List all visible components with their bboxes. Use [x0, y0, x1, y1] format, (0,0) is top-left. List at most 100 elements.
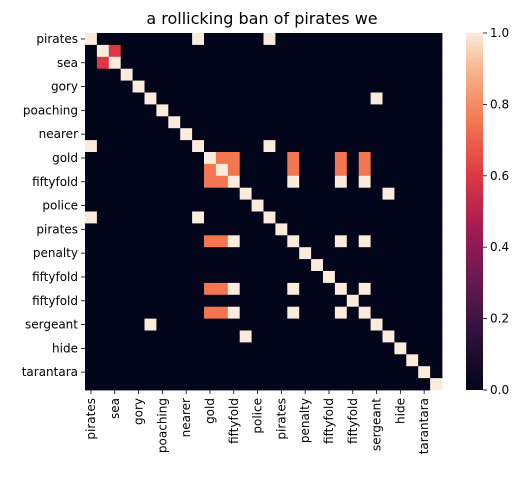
heatmap-cell	[120, 259, 133, 272]
heatmap-cell	[251, 68, 264, 81]
heatmap-cell	[418, 199, 431, 212]
heatmap-cell	[382, 44, 395, 58]
heatmap-cell	[204, 80, 217, 93]
heatmap-cell	[263, 116, 276, 129]
heatmap-cell	[263, 342, 276, 355]
heatmap-cell	[251, 318, 264, 331]
heatmap-cell	[346, 33, 360, 46]
heatmap-cell	[204, 163, 217, 177]
heatmap-cell	[180, 282, 193, 296]
heatmap-cell	[108, 211, 122, 224]
heatmap-cell	[406, 223, 419, 236]
heatmap-cell	[275, 199, 288, 212]
heatmap-cell	[96, 104, 110, 117]
heatmap-cell	[85, 282, 98, 296]
heatmap-cell	[168, 271, 181, 284]
heatmap-cell	[346, 140, 360, 153]
heatmap-cell	[132, 378, 145, 391]
heatmap-cell	[96, 163, 110, 177]
heatmap-cell	[382, 354, 395, 367]
heatmap-cell	[406, 152, 419, 165]
heatmap-cell	[406, 175, 419, 189]
heatmap-cell	[370, 80, 383, 93]
heatmap-cell	[108, 56, 122, 70]
y-axis: pirates sea gory poaching nearer gold fiftyfol…	[22, 32, 85, 379]
heatmap-cell	[382, 223, 395, 236]
heatmap-cell	[323, 366, 336, 379]
heatmap-cell	[358, 116, 371, 129]
heatmap-cell	[251, 294, 264, 308]
heatmap-cell	[418, 282, 431, 296]
heatmap-cell	[120, 318, 133, 331]
heatmap-cell	[263, 330, 276, 343]
heatmap-cell	[394, 56, 407, 70]
heatmap-cell	[263, 56, 276, 70]
heatmap-cell	[192, 318, 205, 331]
heatmap-cell	[204, 175, 217, 189]
heatmap-cell	[299, 366, 312, 379]
heatmap-cell	[132, 163, 145, 177]
heatmap-cell	[156, 199, 169, 212]
heatmap-cell	[370, 294, 383, 308]
heatmap-cell	[406, 199, 419, 212]
heatmap-cell	[323, 354, 336, 367]
heatmap-cell	[120, 330, 133, 343]
heatmap-cell	[382, 140, 395, 153]
heatmap-cell	[406, 294, 419, 308]
heatmap-cell	[132, 152, 145, 165]
heatmap-cell	[430, 33, 443, 46]
heatmap-cell	[287, 33, 300, 46]
heatmap-cell	[215, 259, 229, 272]
heatmap-cell	[334, 199, 348, 212]
heatmap-cell	[275, 318, 288, 331]
heatmap-cell	[287, 318, 300, 331]
heatmap-cell	[311, 92, 324, 105]
y-tick-label: pirates	[36, 32, 78, 46]
heatmap-cell	[418, 104, 431, 117]
heatmap-cell	[156, 235, 169, 248]
heatmap-cell	[251, 92, 264, 105]
heatmap-cell	[299, 80, 312, 93]
heatmap-cell	[275, 163, 288, 177]
heatmap-cell	[192, 294, 205, 308]
heatmap-cell	[263, 152, 276, 165]
heatmap-cell	[430, 175, 443, 189]
heatmap-cell	[311, 187, 324, 200]
heatmap-cell	[215, 271, 229, 284]
heatmap-cell	[132, 128, 145, 141]
heatmap-cell	[382, 235, 395, 248]
heatmap-cell	[132, 223, 145, 236]
heatmap-cell	[132, 342, 145, 355]
heatmap-cell	[370, 223, 383, 236]
heatmap-cell	[263, 68, 276, 81]
heatmap-cell	[287, 163, 300, 177]
heatmap-cell	[120, 378, 133, 391]
heatmap-cell	[144, 366, 157, 379]
heatmap-cell	[358, 378, 371, 391]
heatmap-cell	[323, 80, 336, 93]
heatmap-cell	[168, 68, 181, 81]
heatmap-cell	[334, 140, 348, 153]
heatmap-cell	[251, 163, 264, 177]
x-tick-label: tarantara	[417, 398, 431, 454]
heatmap-cell	[370, 175, 383, 189]
heatmap-cell	[323, 235, 336, 248]
x-tick-label: poaching	[155, 398, 169, 453]
heatmap-cell	[192, 152, 205, 165]
heatmap-cell	[227, 354, 241, 367]
heatmap-cell	[227, 199, 241, 212]
heatmap-cell	[406, 354, 419, 367]
heatmap-cell	[120, 211, 133, 224]
heatmap-cell	[156, 259, 169, 272]
heatmap-cell	[180, 104, 193, 117]
heatmap-cell	[120, 294, 133, 308]
heatmap-cell	[418, 235, 431, 248]
heatmap-cell	[358, 366, 371, 379]
heatmap-cell	[299, 140, 312, 153]
heatmap-cell	[96, 68, 110, 81]
heatmap-cell	[204, 68, 217, 81]
heatmap-cell	[275, 354, 288, 367]
heatmap-cell	[287, 223, 300, 236]
heatmap-cell	[85, 330, 98, 343]
heatmap-cell	[275, 259, 288, 272]
